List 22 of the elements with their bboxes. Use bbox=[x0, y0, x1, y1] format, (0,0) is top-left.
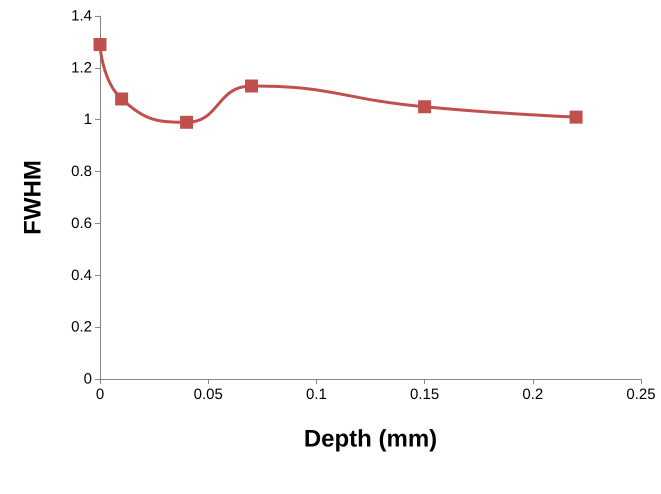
x-tick-label: 0.15 bbox=[410, 386, 440, 403]
y-tick-label: 1.2 bbox=[71, 59, 92, 76]
x-axis-title: Depth (mm) bbox=[304, 426, 438, 452]
x-tick-label: 0.25 bbox=[626, 386, 656, 403]
y-tick-label: 0.4 bbox=[71, 266, 92, 284]
point bbox=[94, 38, 106, 52]
x-tick-label: 0.05 bbox=[194, 386, 223, 403]
point bbox=[180, 116, 194, 129]
x-tick-label: 0 bbox=[96, 386, 104, 403]
y-tick-label: 1.4 bbox=[71, 8, 92, 24]
point bbox=[244, 80, 258, 93]
y-tick-label: 0.2 bbox=[71, 318, 92, 336]
y-tick-label: 0.8 bbox=[71, 163, 92, 180]
x-tick-label: 0.1 bbox=[306, 386, 327, 403]
x-tick-label: 0.2 bbox=[522, 386, 544, 403]
y-tick-label: 0 bbox=[84, 370, 92, 388]
y-axis-title: FWHM bbox=[20, 160, 46, 235]
point bbox=[418, 100, 432, 114]
point bbox=[115, 92, 128, 106]
y-tick-label: 1 bbox=[84, 111, 92, 128]
point bbox=[570, 110, 583, 124]
y-tick-label: 0.6 bbox=[71, 214, 92, 232]
